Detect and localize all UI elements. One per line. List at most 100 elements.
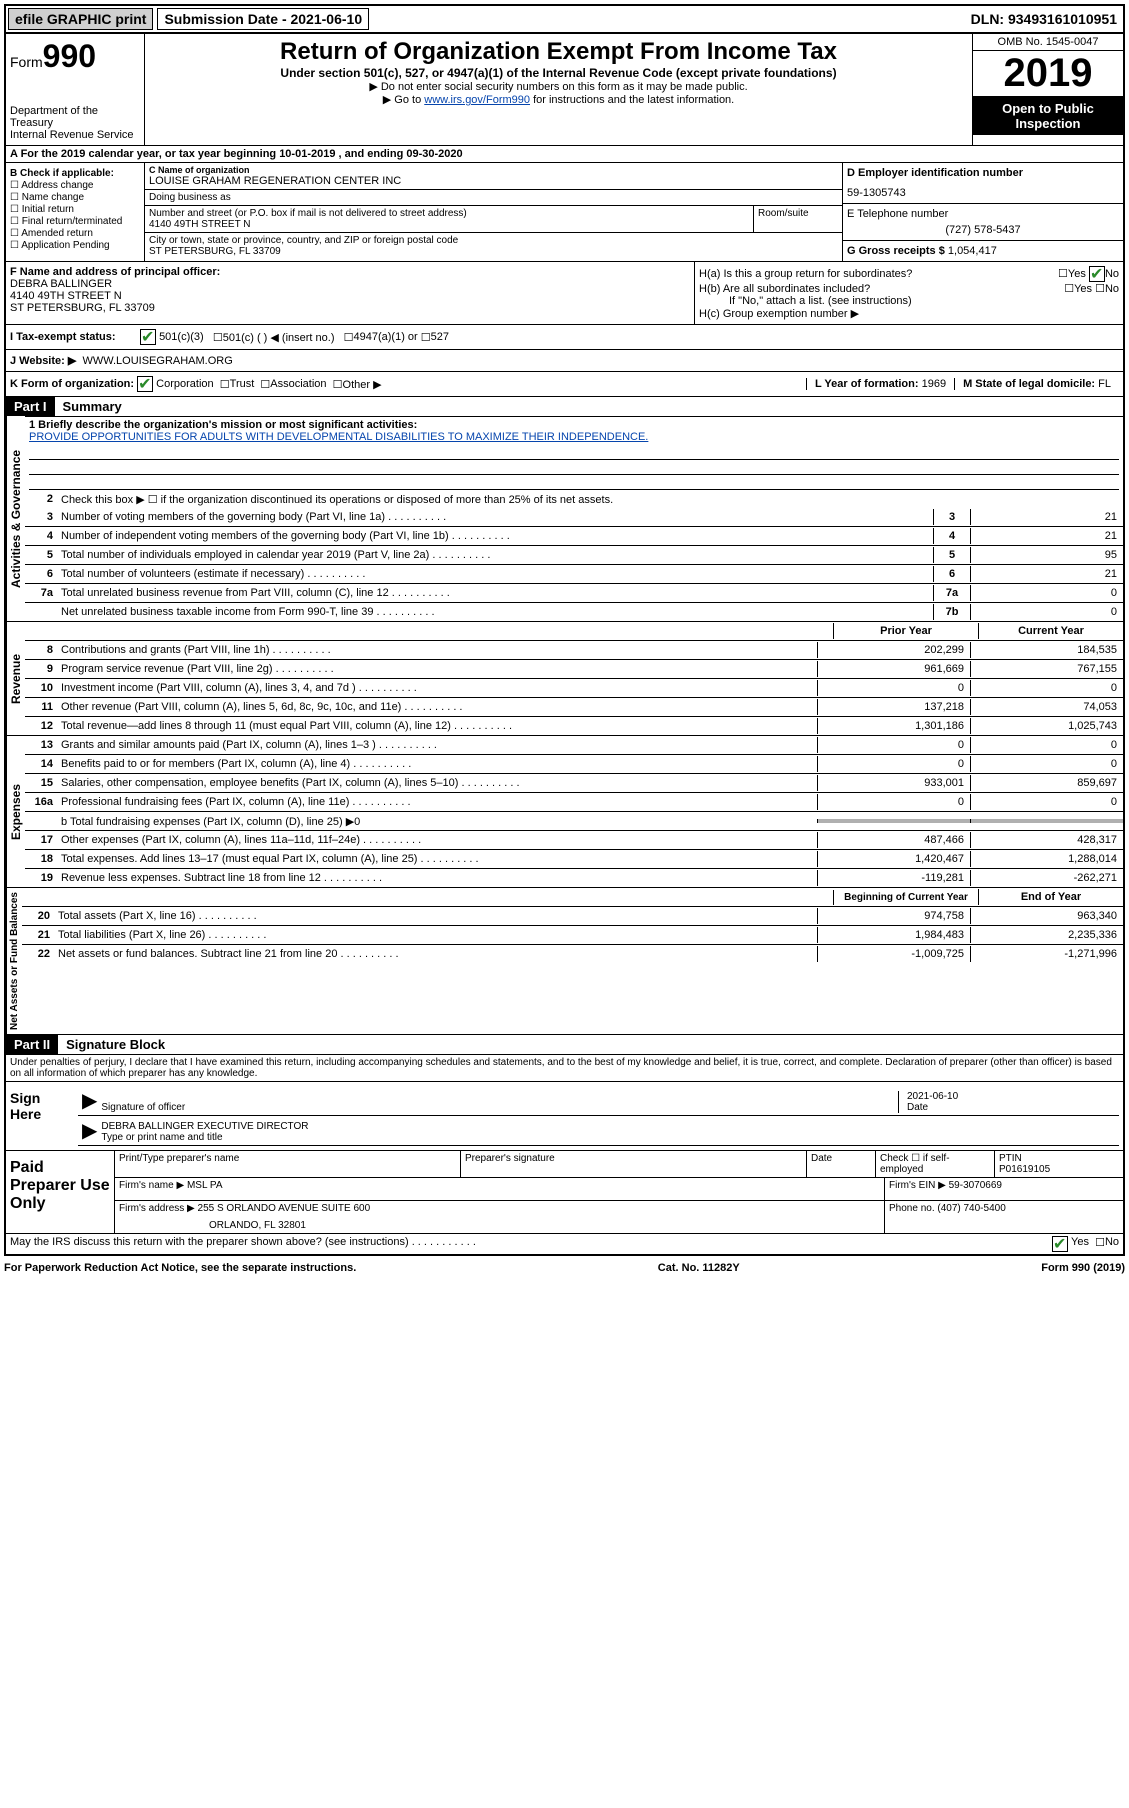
chk-corporation[interactable] — [137, 376, 153, 392]
ha-no-check[interactable] — [1089, 266, 1105, 282]
line-current: 0 — [970, 756, 1123, 772]
opt-trust[interactable]: Trust — [230, 378, 255, 390]
hb-yes[interactable]: Yes — [1074, 283, 1092, 295]
m-value: FL — [1098, 378, 1111, 390]
city-value: ST PETERSBURG, FL 33709 — [149, 246, 838, 257]
opt-501c[interactable]: 501(c) ( ) ◀ (insert no.) — [223, 331, 335, 344]
table-row: 6 Total number of volunteers (estimate i… — [25, 564, 1123, 583]
officer-label: F Name and address of principal officer: — [10, 266, 690, 278]
street-value: 4140 49TH STREET N — [149, 219, 749, 230]
ein-value: 59-1305743 — [847, 187, 1119, 199]
submission-date: Submission Date - 2021-06-10 — [157, 8, 369, 30]
chk-initial-return[interactable]: Initial return — [10, 204, 140, 215]
line-prior: 1,301,186 — [817, 718, 970, 734]
rev-blank-text — [57, 629, 833, 633]
line-current: 1,025,743 — [970, 718, 1123, 734]
line-current: 859,697 — [970, 775, 1123, 791]
chk-amended[interactable]: Amended return — [10, 228, 140, 239]
line-prior: 487,466 — [817, 832, 970, 848]
line-text: Revenue less expenses. Subtract line 18 … — [57, 870, 817, 886]
rev-blank-num — [25, 629, 57, 633]
hb-label: H(b) Are all subordinates included? — [699, 283, 1064, 295]
table-row: 13 Grants and similar amounts paid (Part… — [25, 736, 1123, 754]
discuss-yes: Yes — [1071, 1236, 1089, 1252]
city-label: City or town, state or province, country… — [149, 235, 838, 246]
efile-print-button[interactable]: efile GRAPHIC print — [8, 8, 153, 30]
mission-text[interactable]: PROVIDE OPPORTUNITIES FOR ADULTS WITH DE… — [29, 431, 648, 443]
sig-name-line: ▶ DEBRA BALLINGER EXECUTIVE DIRECTOR Typ… — [78, 1116, 1119, 1146]
chk-final-return[interactable]: Final return/terminated — [10, 216, 140, 227]
line-text: Benefits paid to or for members (Part IX… — [57, 756, 817, 772]
line-text: Total assets (Part X, line 16) — [54, 908, 817, 924]
row-fh: F Name and address of principal officer:… — [6, 261, 1123, 324]
tax-year: 2019 — [973, 51, 1123, 97]
line-ref: 3 — [933, 509, 970, 525]
table-row: 11 Other revenue (Part VIII, column (A),… — [25, 697, 1123, 716]
header-right: OMB No. 1545-0047 2019 Open to Public In… — [972, 34, 1123, 145]
phone-value: (407) 740-5400 — [937, 1203, 1005, 1214]
chk-app-pending[interactable]: Application Pending — [10, 240, 140, 251]
line-prior: 202,299 — [817, 642, 970, 658]
line-current: 2,235,336 — [970, 927, 1123, 943]
opt-other[interactable]: Other ▶ — [343, 378, 382, 391]
line-num: 22 — [22, 946, 54, 962]
col-begin-header: Beginning of Current Year — [833, 890, 978, 905]
line-text: Other revenue (Part VIII, column (A), li… — [57, 699, 817, 715]
inspection-label: Open to Public Inspection — [973, 97, 1123, 135]
opt-4947[interactable]: 4947(a)(1) or — [354, 331, 418, 343]
l-label: L Year of formation: — [815, 378, 922, 390]
line2-text: Check this box ▶ ☐ if the organization d… — [57, 491, 1123, 508]
table-row: 5 Total number of individuals employed i… — [25, 545, 1123, 564]
sig-name-label: Type or print name and title — [101, 1132, 1115, 1143]
opt-assoc[interactable]: Association — [270, 378, 326, 390]
discuss-yes-check[interactable] — [1052, 1236, 1068, 1252]
opt-501c3: 501(c)(3) — [159, 331, 204, 343]
table-row: 20 Total assets (Part X, line 16) 974,75… — [22, 906, 1123, 925]
line2-num: 2 — [25, 491, 57, 507]
section-expenses: Expenses 13 Grants and similar amounts p… — [6, 735, 1123, 887]
sig-arrow-icon: ▶ — [82, 1088, 97, 1113]
header-center: Return of Organization Exempt From Incom… — [145, 34, 972, 145]
footer: For Paperwork Reduction Act Notice, see … — [0, 1260, 1129, 1276]
section-revenue: Revenue Prior Year Current Year 8 Contri… — [6, 621, 1123, 735]
line-text: Total liabilities (Part X, line 26) — [54, 927, 817, 943]
line-text: Salaries, other compensation, employee b… — [57, 775, 817, 791]
irs-link[interactable]: www.irs.gov/Form990 — [424, 94, 530, 106]
table-row: 14 Benefits paid to or for members (Part… — [25, 754, 1123, 773]
hb-no[interactable]: No — [1105, 283, 1119, 295]
line-num: 20 — [22, 908, 54, 924]
gross-value: 1,054,417 — [948, 245, 997, 257]
line-prior: 1,984,483 — [817, 927, 970, 943]
note2-post: for instructions and the latest informat… — [530, 94, 734, 106]
part1-title: Summary — [55, 397, 130, 416]
line-num: 15 — [25, 775, 57, 791]
discuss-row: May the IRS discuss this return with the… — [6, 1233, 1123, 1254]
line-num: 7a — [25, 585, 57, 601]
chk-name-change[interactable]: Name change — [10, 192, 140, 203]
street-box: Number and street (or P.O. box if mail i… — [145, 206, 753, 233]
line-num: 13 — [25, 737, 57, 753]
officer-name: DEBRA BALLINGER — [10, 278, 690, 290]
line-num: 8 — [25, 642, 57, 658]
chk-address-change[interactable]: Address change — [10, 180, 140, 191]
opt-527[interactable]: 527 — [431, 331, 449, 343]
discuss-no[interactable]: No — [1105, 1236, 1119, 1252]
mission-blank3 — [29, 475, 1119, 490]
firm-name-cell: Firm's name ▶ MSL PA — [114, 1178, 884, 1200]
line-text: Net unrelated business taxable income fr… — [57, 604, 933, 620]
firm-name-label: Firm's name ▶ — [119, 1180, 187, 1191]
vlabel-rev: Revenue — [6, 622, 25, 735]
net-blank-num — [22, 895, 54, 899]
line-prior: -119,281 — [817, 870, 970, 886]
discuss-text: May the IRS discuss this return with the… — [10, 1236, 1052, 1252]
ha-yes[interactable]: Yes — [1068, 268, 1086, 280]
firm-addr1: 255 S ORLANDO AVENUE SUITE 600 — [198, 1203, 371, 1214]
tax-status-label: I Tax-exempt status: — [10, 331, 140, 343]
line-value: 0 — [970, 604, 1123, 620]
col-f-officer: F Name and address of principal officer:… — [6, 262, 694, 324]
chk-501c3[interactable] — [140, 329, 156, 345]
table-row: 17 Other expenses (Part IX, column (A), … — [25, 830, 1123, 849]
vlabel-ag: Activities & Governance — [6, 416, 25, 621]
sign-here-label: Sign Here — [6, 1082, 74, 1150]
table-row: 9 Program service revenue (Part VIII, li… — [25, 659, 1123, 678]
